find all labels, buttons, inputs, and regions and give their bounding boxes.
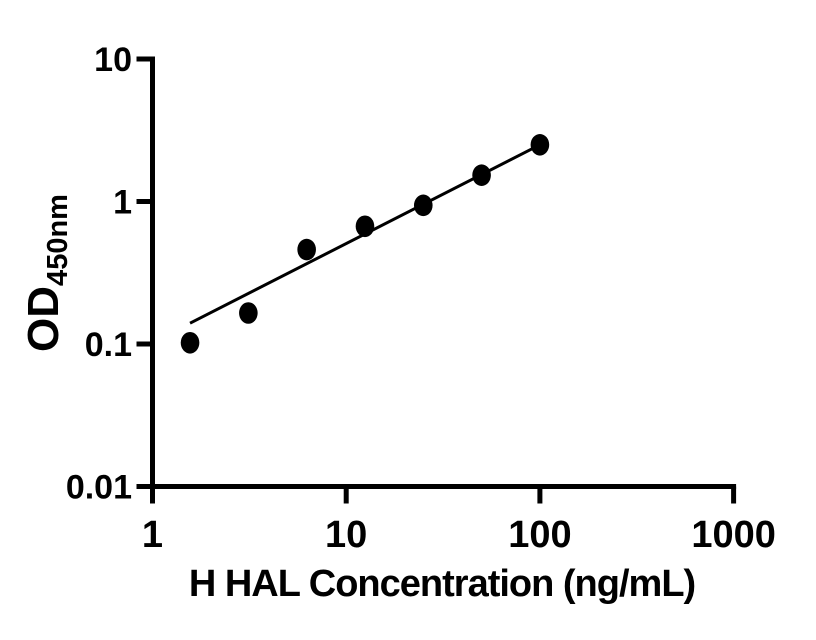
axes	[150, 56, 737, 489]
y-tick-label: 1	[113, 184, 132, 222]
y-axis-title: OD450nm	[19, 194, 74, 352]
x-tick-label: 100	[508, 514, 571, 556]
x-tick-label: 1	[142, 514, 163, 556]
axis-tick-labels: 1 10 100 1000 10 1 0.1 0.01	[66, 41, 776, 556]
data-point	[297, 238, 316, 261]
data-point	[355, 215, 375, 238]
y-tick-label: 0.01	[66, 469, 132, 507]
y-tick-label: 10	[94, 41, 132, 79]
x-axis-title: H HAL Concentration (ng/mL)	[189, 563, 695, 605]
x-tick-label: 10	[325, 514, 367, 556]
x-tick-label: 1000	[691, 514, 776, 556]
y-axis-title-subscript: 450nm	[42, 194, 74, 286]
data-point	[472, 164, 491, 186]
y-tick-label: 0.1	[85, 326, 132, 364]
data-points	[180, 133, 550, 354]
data-point	[239, 302, 258, 324]
data-point	[180, 331, 200, 354]
y-axis-title-main: OD	[19, 286, 68, 352]
axis-ticks	[136, 56, 737, 504]
data-point	[413, 194, 433, 217]
data-point	[530, 133, 550, 156]
